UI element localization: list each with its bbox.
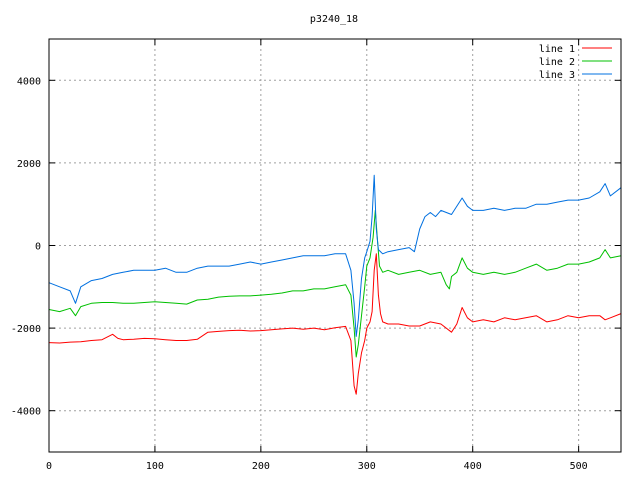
x-tick-label: 500 [570, 461, 588, 472]
legend-label-2: line 2 [539, 57, 575, 68]
series-lines [48, 174, 622, 395]
x-tick-label: 0 [46, 461, 52, 472]
y-tick-label: 2000 [17, 159, 41, 170]
x-tick-label: 100 [146, 461, 164, 472]
legend-label-3: line 3 [539, 70, 575, 81]
y-tick-label: 4000 [17, 76, 41, 87]
chart-title: p3240_18 [310, 14, 358, 25]
axis-ticks: 0 100 200 300 400 500 -4000 -2000 0 2000 4000 [11, 39, 621, 472]
x-tick-label: 400 [464, 461, 482, 472]
y-tick-label: -4000 [11, 407, 41, 418]
grid-lines [49, 39, 621, 452]
y-tick-label: 0 [35, 242, 41, 253]
legend: line 1 line 2 line 3 [539, 44, 612, 81]
series-line-2 [48, 209, 622, 358]
series-line-1 [48, 253, 622, 395]
x-tick-label: 300 [358, 461, 376, 472]
series-line-3 [48, 174, 622, 337]
x-tick-label: 200 [252, 461, 270, 472]
legend-label-1: line 1 [539, 44, 575, 55]
y-tick-label: -2000 [11, 324, 41, 335]
